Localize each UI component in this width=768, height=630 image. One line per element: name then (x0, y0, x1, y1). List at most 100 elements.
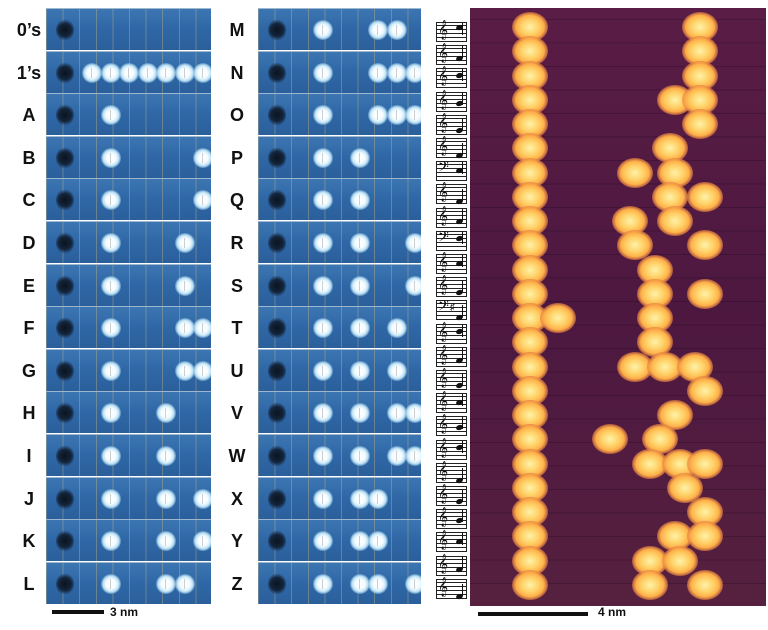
row-label: T (231, 318, 243, 339)
stm-row (258, 93, 421, 136)
scale-bar-left (52, 610, 104, 614)
staff-line (437, 149, 466, 150)
atom (156, 488, 176, 509)
row-label: U (230, 360, 244, 381)
atom (312, 403, 333, 424)
staff-line (437, 280, 466, 282)
defect-marker (56, 104, 74, 127)
atom (193, 62, 211, 83)
staff-line (437, 493, 466, 494)
defect-marker (268, 572, 286, 595)
music-note-card: 𝄢 (436, 229, 467, 251)
row-label: P (230, 147, 243, 168)
defect-marker (56, 530, 74, 553)
staff-line (437, 56, 466, 58)
staff-line (437, 446, 466, 448)
note-stem (462, 373, 463, 385)
staff-line (437, 512, 466, 514)
atom (368, 105, 388, 126)
row-label: Y (230, 531, 243, 552)
atom (312, 573, 333, 594)
music-note-card: 𝄞 (436, 554, 467, 576)
music-note-card: 𝄞 (436, 322, 467, 344)
row-label: J (23, 488, 34, 509)
atom (100, 233, 121, 253)
staff-line (437, 408, 466, 410)
defect-marker (56, 317, 74, 340)
staff-line (437, 117, 466, 119)
atom (100, 318, 121, 339)
staff-line (437, 195, 466, 197)
staff-line (437, 543, 466, 545)
row-label: E (22, 275, 35, 296)
music-note-card: 𝄞 (436, 89, 467, 112)
defect-marker (268, 274, 286, 297)
music-note-card: 𝄞 (436, 43, 467, 66)
atom (100, 360, 121, 381)
stm-row (258, 263, 421, 306)
staff-line (437, 37, 466, 38)
atom (193, 147, 211, 168)
defect-marker (56, 572, 74, 595)
row-label: G (21, 360, 36, 381)
row-label: O (229, 105, 244, 126)
note-stem (462, 417, 463, 430)
staff-line (437, 458, 466, 460)
treble-clef-icon: 𝄞 (438, 136, 449, 156)
staff-line (437, 377, 466, 378)
atom (174, 360, 195, 381)
staff-line (437, 505, 466, 506)
stm-row (46, 8, 211, 50)
note-stem (462, 556, 463, 569)
atom (405, 275, 421, 296)
staff-line (437, 33, 466, 34)
atom (156, 403, 176, 424)
defect-marker (56, 445, 74, 467)
atom (100, 147, 121, 168)
stm-row (46, 476, 211, 519)
staff-line (437, 261, 466, 262)
staff-line (437, 129, 466, 131)
atom (100, 62, 121, 83)
staff-line (437, 292, 466, 294)
stm-row (46, 50, 211, 93)
atom (156, 62, 176, 83)
staff-line (437, 528, 466, 530)
staff-line (437, 233, 466, 235)
bass-clef-icon: 𝄢 (438, 298, 449, 319)
atom (312, 275, 333, 296)
atom (100, 488, 121, 509)
stm-row (258, 519, 421, 562)
row-label: I (26, 446, 32, 466)
note-stem (462, 189, 463, 202)
staff-line (437, 589, 466, 591)
staff-line (437, 330, 466, 332)
note-stem (462, 280, 463, 293)
atom (174, 275, 195, 296)
atom (312, 446, 333, 466)
staff-line (437, 210, 466, 212)
staff-line (437, 400, 466, 402)
atom (193, 318, 211, 339)
staff-line (437, 315, 466, 317)
music-note-card: 𝄞 (436, 368, 467, 390)
staff-line (437, 141, 466, 142)
staff-line (437, 326, 466, 328)
row-label: M (229, 20, 245, 40)
stm-row (258, 8, 421, 50)
atom (312, 20, 333, 40)
defect-marker (268, 317, 286, 340)
staff-line (437, 191, 466, 193)
atom (100, 275, 121, 296)
atom (156, 446, 176, 466)
atom (405, 233, 421, 253)
staff-line (437, 121, 466, 123)
staff-line (437, 164, 466, 166)
treble-clef-icon: 𝄞 (438, 530, 449, 551)
treble-clef-icon: 𝄞 (438, 89, 449, 110)
note-stem (462, 510, 463, 523)
note-stem (462, 440, 463, 453)
staff-line (437, 435, 466, 437)
staff-line (437, 172, 466, 174)
atom (100, 403, 121, 424)
